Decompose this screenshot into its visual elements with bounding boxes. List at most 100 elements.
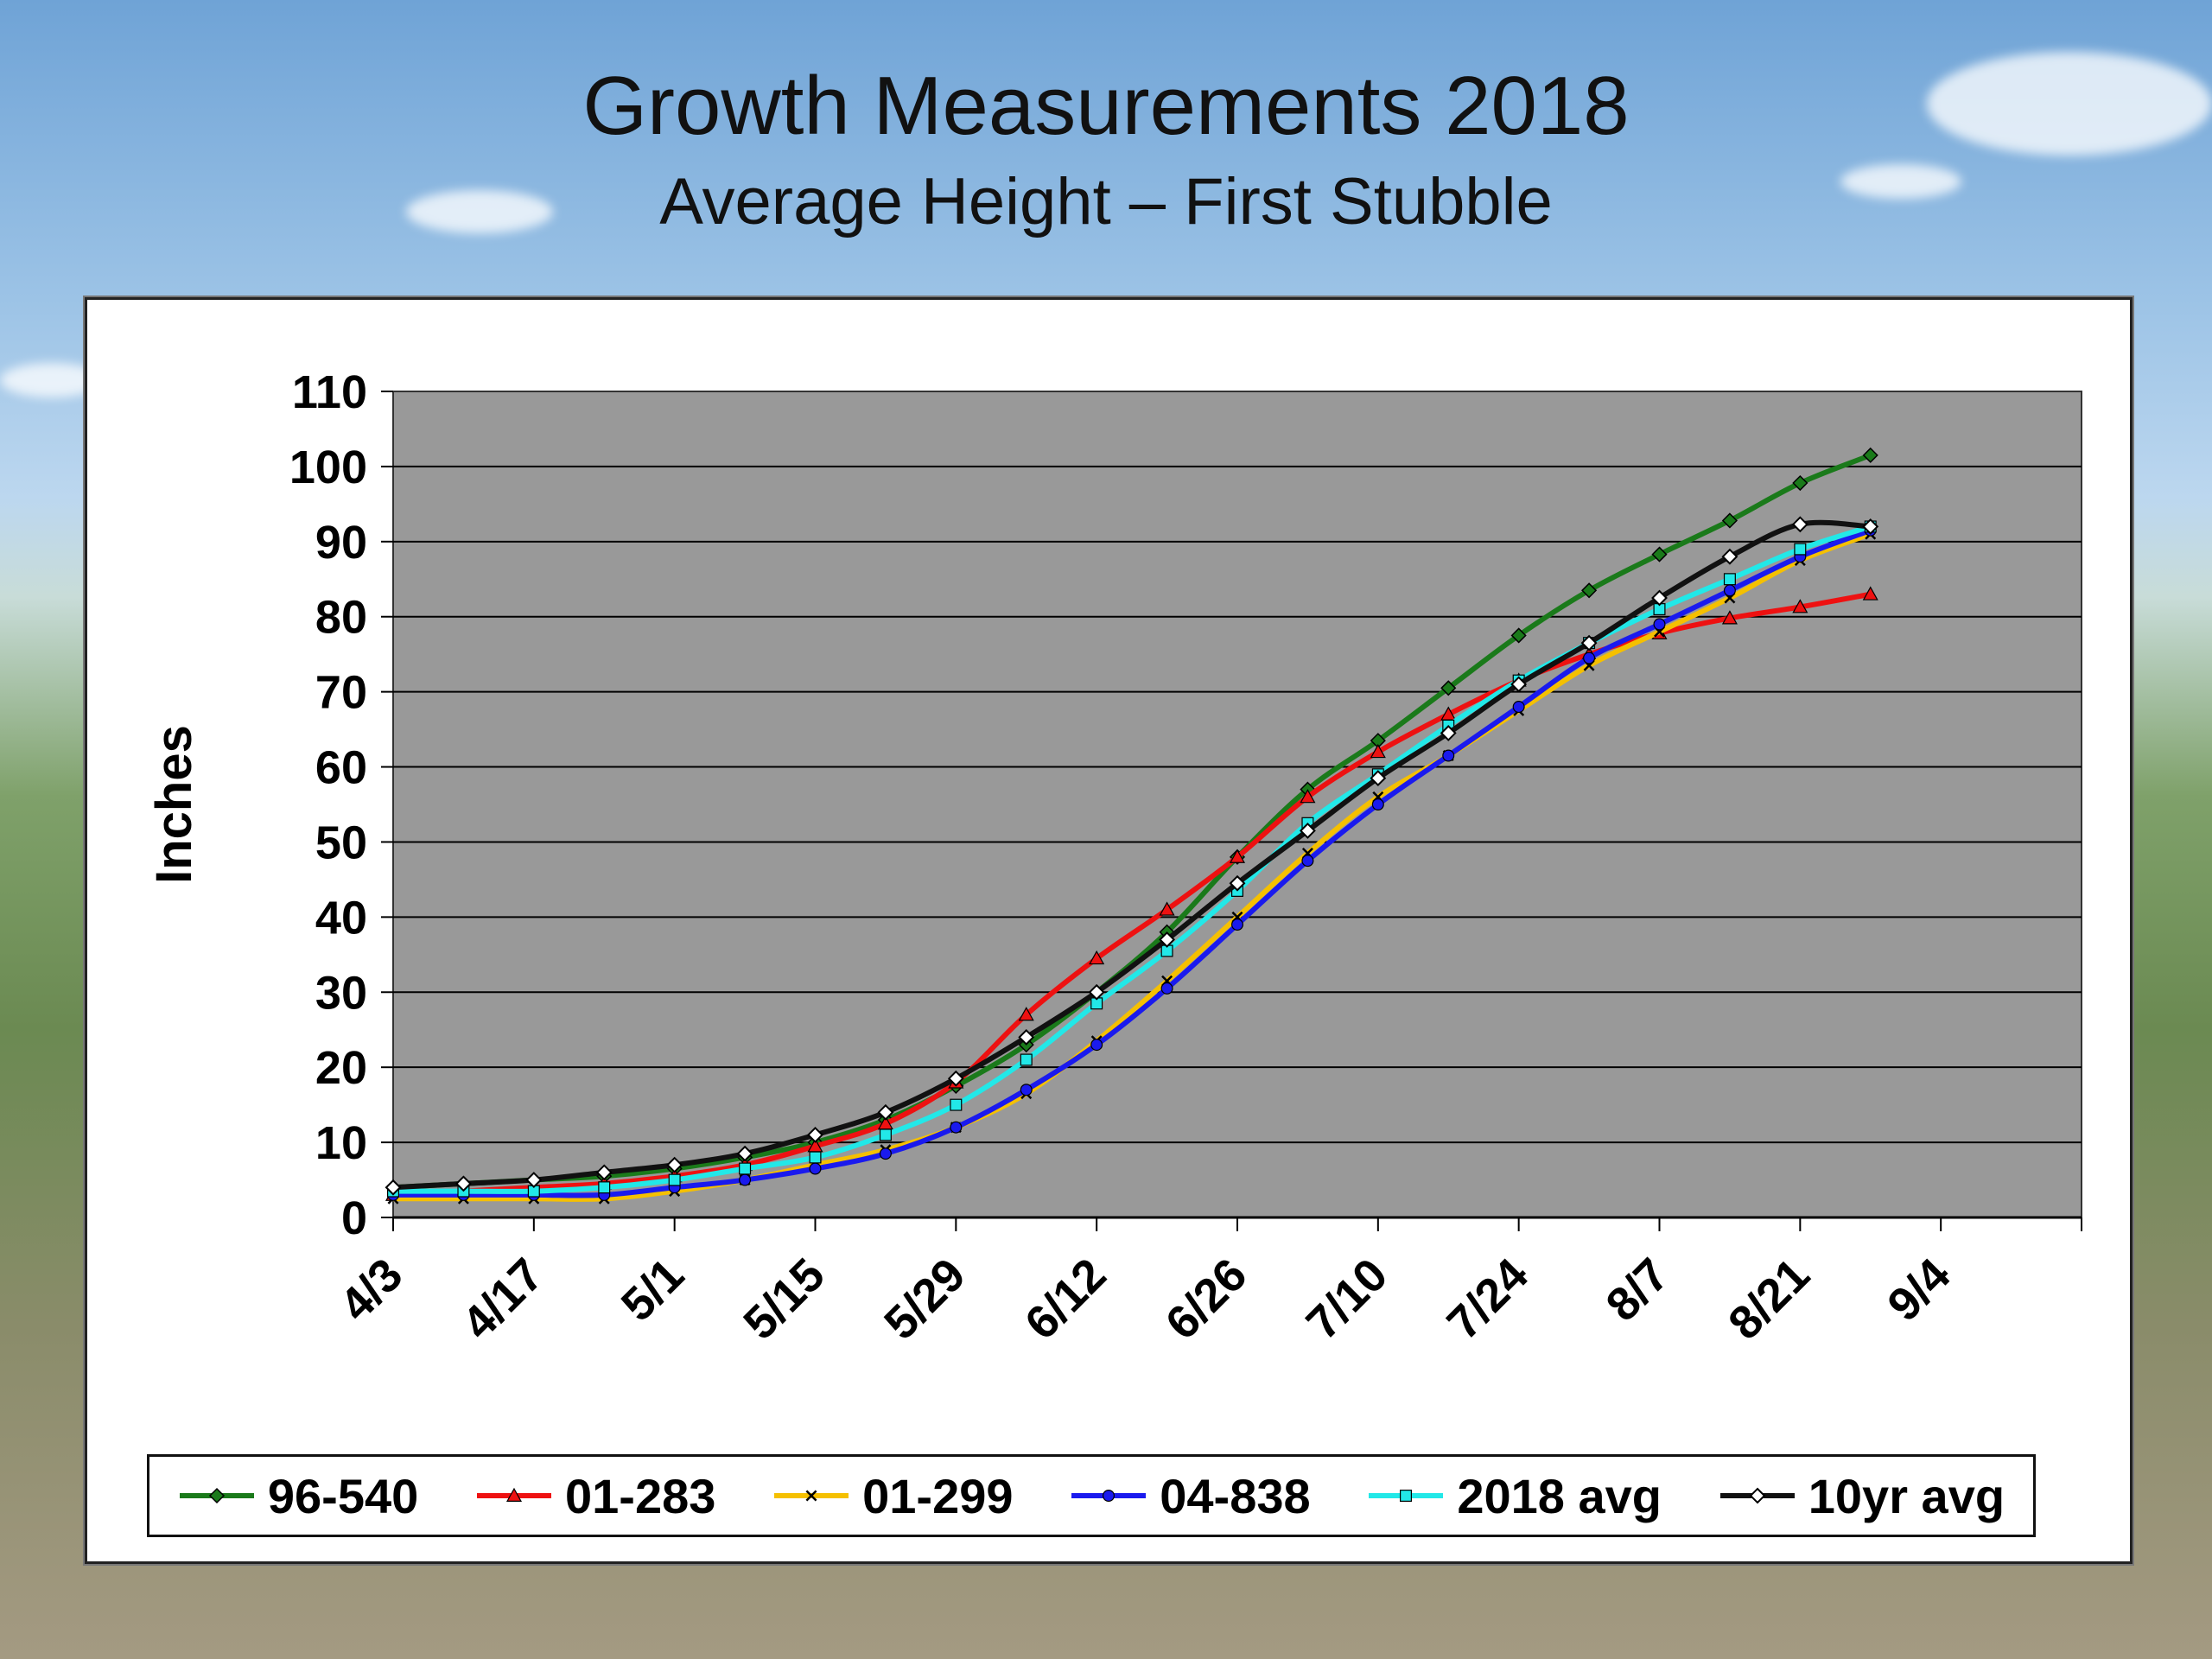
x-tick-label: 6/12 <box>1015 1249 1116 1350</box>
y-tick-label: 30 <box>315 967 367 1019</box>
data-point <box>1792 474 1808 492</box>
data-point <box>1862 447 1878 463</box>
legend-item: 01-283 <box>475 1468 715 1524</box>
y-tick-label: 80 <box>315 592 367 644</box>
data-point <box>1089 950 1105 965</box>
legend-label: 96-540 <box>267 1468 419 1523</box>
data-point <box>1583 652 1596 664</box>
data-point <box>877 1103 894 1121</box>
data-point <box>879 1128 892 1141</box>
y-tick-label: 110 <box>292 366 367 418</box>
x-tick-label: 4/17 <box>453 1249 554 1350</box>
data-point <box>1791 516 1808 533</box>
data-point <box>668 1173 681 1186</box>
chart-panel: 0 10 20 30 40 50 60 70 80 90 100 110 Inches 4/3 4/17 5/… <box>85 297 2133 1564</box>
series-line <box>393 524 1872 1194</box>
data-point <box>1721 512 1738 529</box>
y-tick-label: 0 <box>341 1192 367 1244</box>
data-point <box>1723 584 1736 597</box>
y-tick-label: 60 <box>315 742 367 794</box>
data-point <box>809 1162 822 1175</box>
data-point <box>1651 589 1668 607</box>
data-point <box>1721 610 1738 625</box>
data-point <box>1749 1487 1766 1504</box>
y-tick-label: 50 <box>315 817 367 868</box>
legend-item: 2018 avg <box>1367 1468 1662 1524</box>
data-point <box>1510 676 1528 693</box>
data-point <box>1442 749 1455 762</box>
data-point <box>736 1145 753 1162</box>
data-point <box>1400 1490 1413 1503</box>
series-line <box>393 527 1872 1198</box>
data-point <box>598 1181 611 1194</box>
data-point <box>1300 789 1316 804</box>
x-tick-label: 8/21 <box>1719 1249 1820 1350</box>
y-tick-label: 10 <box>315 1117 367 1169</box>
data-point <box>1370 743 1386 759</box>
data-point <box>1020 1084 1033 1096</box>
legend-swatch <box>1719 1487 1795 1504</box>
series-10yr-avg <box>385 516 1879 1196</box>
legend-item: 96-540 <box>178 1468 418 1524</box>
data-point <box>666 1156 683 1173</box>
legend-swatch <box>477 1487 551 1502</box>
data-point <box>1229 849 1246 863</box>
data-point <box>1018 1007 1034 1021</box>
data-point <box>809 1151 822 1164</box>
legend-label: 01-283 <box>565 1468 716 1523</box>
data-point-stroke <box>805 1490 817 1502</box>
data-point <box>1020 1053 1033 1066</box>
data-point <box>1721 548 1738 565</box>
data-point <box>1794 543 1807 556</box>
legend-item: 01-299 <box>772 1468 1014 1524</box>
data-point <box>385 1179 402 1196</box>
data-point <box>595 1164 613 1181</box>
x-tick-label: 5/1 <box>612 1249 695 1332</box>
data-point <box>1651 546 1668 563</box>
y-tick-label: 40 <box>315 892 367 944</box>
x-tick-label: 7/10 <box>1297 1249 1398 1350</box>
data-point <box>807 1126 823 1143</box>
legend-label: 2018 avg <box>1457 1468 1662 1523</box>
data-point <box>1159 901 1175 916</box>
data-point <box>1230 918 1243 931</box>
data-point <box>1370 770 1387 786</box>
plot-area <box>392 391 2082 1218</box>
legend-swatch <box>774 1490 849 1502</box>
legend-label: 04-838 <box>1160 1468 1311 1523</box>
y-tick-label: 20 <box>315 1042 367 1094</box>
legend-item: 04-838 <box>1070 1468 1311 1524</box>
y-axis-label: Inches <box>146 725 202 884</box>
data-point <box>1580 634 1598 652</box>
data-point <box>1653 618 1666 631</box>
x-tick-label: 9/4 <box>1878 1249 1961 1332</box>
data-point <box>1301 855 1314 868</box>
legend-swatch <box>1071 1490 1147 1503</box>
x-tick-label: 8/7 <box>1596 1249 1679 1332</box>
chart-title: Growth Measurements 2018 <box>582 60 1630 152</box>
x-tick-label: 4/3 <box>330 1249 413 1332</box>
series-line <box>393 531 1872 1202</box>
y-tick-label: 100 <box>289 442 367 493</box>
series-line <box>392 453 1872 1191</box>
data-point <box>1862 586 1878 601</box>
background-cloud <box>406 190 553 233</box>
data-point <box>1510 627 1527 644</box>
data-point <box>525 1172 543 1188</box>
data-point <box>1581 582 1598 599</box>
data-point <box>1792 599 1808 613</box>
data-point <box>1723 573 1736 586</box>
data-point <box>950 1121 963 1134</box>
data-point <box>1229 874 1246 892</box>
background-cloud <box>1927 52 2212 156</box>
data-point <box>1371 798 1384 810</box>
y-tick-label: 90 <box>315 517 367 569</box>
data-point <box>879 1147 892 1160</box>
data-point <box>805 1490 817 1502</box>
x-tick-label: 5/29 <box>874 1249 976 1350</box>
background-cloud <box>1840 164 1961 199</box>
data-point <box>1440 725 1457 741</box>
legend-swatch <box>1369 1490 1444 1503</box>
series-line <box>392 519 1871 1191</box>
chart-legend: 96-540 01-283 01-299 04-838 2018 avg 10yr avg <box>147 1454 2036 1537</box>
